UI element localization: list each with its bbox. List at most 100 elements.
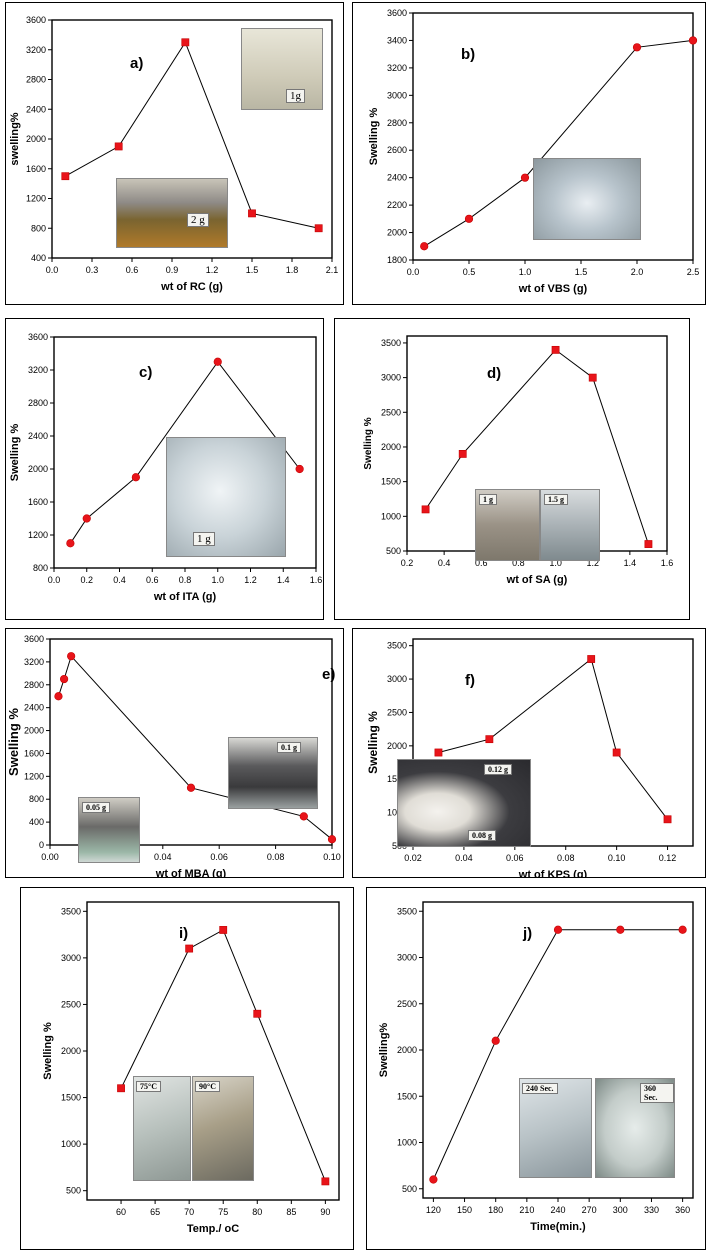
data-point: [491, 1036, 500, 1045]
y-tick-label: 3200: [26, 45, 46, 55]
data-point: [295, 464, 304, 474]
x-tick-label: 360: [675, 1205, 690, 1215]
data-point: [485, 735, 494, 744]
y-tick-label: 0: [39, 840, 44, 850]
x-tick-label: 1.0: [211, 575, 224, 585]
chart-panel-a: 0.0 0.3 0.6 0.9 1.2 1.5 1.8 2.1 400 800 1200 1600 20…: [5, 2, 344, 305]
y-tick-label: 1600: [26, 164, 46, 174]
x-tick-label: 0.02: [404, 853, 422, 863]
chart-panel-j: 120 150 180 210 240 270 300 330 360 500 1000 1500 20…: [366, 887, 706, 1250]
chart-svg: 0.0 0.5 1.0 1.5 2.0 2.5 1800 2000 2200 2400 2600 28…: [368, 8, 699, 295]
chart-svg: 0.0 0.2 0.4 0.6 0.8 1.0 1.2 1.4 1.6 800 1200 1600 20…: [9, 332, 322, 603]
x-tick-label: 0.08: [557, 853, 575, 863]
y-tick-label: 3600: [387, 8, 407, 18]
x-tick-label: 1.5: [575, 267, 588, 277]
y-tick-label: 1500: [381, 477, 401, 487]
chart-panel-c: 0.0 0.2 0.4 0.6 0.8 1.0 1.2 1.4 1.6 800 1200 1600 20…: [5, 318, 324, 620]
x-tick-label: 60: [116, 1207, 126, 1217]
y-axis-label: swelling%: [9, 112, 21, 165]
data-point: [644, 540, 653, 548]
x-tick-label: 80: [252, 1207, 262, 1217]
data-point: [114, 142, 123, 151]
x-tick-label: 180: [488, 1205, 503, 1215]
data-point: [553, 925, 563, 934]
plot-frame: [412, 638, 694, 847]
y-tick-label: 2000: [28, 464, 48, 474]
y-tick-label: 2400: [387, 173, 407, 183]
y-tick-label: 2000: [381, 442, 401, 452]
chart-svg: 120 150 180 210 240 270 300 330 360 500 1000 1500 20…: [378, 901, 694, 1233]
y-tick-label: 1500: [61, 1093, 81, 1103]
photo-label: 240 Sec.: [522, 1083, 558, 1094]
data-point: [248, 209, 256, 218]
y-tick-label: 3000: [61, 953, 81, 963]
y-axis-label: Swelling %: [42, 1022, 54, 1080]
x-tick-label: 0.08: [267, 852, 285, 862]
y-tick-label: 1500: [397, 1091, 417, 1101]
chart-panel-d: 0.2 0.4 0.6 0.8 1.0 1.2 1.4 1.6 500 1000 1500 2000 2…: [334, 318, 690, 620]
plot-frame: [412, 12, 694, 261]
y-axis-label: Swelling %: [363, 417, 374, 469]
y-tick-label: 3500: [387, 641, 407, 651]
sample-photo: 1 g: [475, 489, 540, 561]
x-tick-label: 1.8: [286, 265, 299, 275]
data-point: [663, 815, 672, 824]
x-tick-label: 0.4: [438, 558, 451, 568]
data-point: [632, 43, 642, 52]
data-point: [464, 214, 474, 223]
data-point: [59, 674, 69, 684]
sample-photo: 90°C: [192, 1076, 254, 1181]
data-point: [520, 173, 530, 182]
y-axis-label: Swelling %: [368, 108, 380, 166]
photo-label: 0.1 g: [277, 742, 301, 753]
data-point: [616, 925, 625, 934]
data-point: [213, 357, 222, 366]
sample-photo: 0.1 g: [228, 737, 318, 809]
x-tick-label: 65: [150, 1207, 160, 1217]
chart-panel-f: 0.020.040.060.080.100.125001000150020002…: [352, 628, 706, 878]
y-tick-label: 2800: [26, 75, 46, 85]
y-tick-label: 1800: [387, 255, 407, 265]
data-point: [434, 748, 443, 757]
x-tick-label: 150: [457, 1205, 472, 1215]
y-axis-label: Swelling%: [378, 1023, 390, 1078]
sample-photo: 1.5 g: [540, 489, 600, 561]
x-tick-label: 1.0: [519, 267, 532, 277]
data-point: [219, 926, 228, 934]
y-tick-label: 400: [31, 253, 46, 263]
y-tick-label: 1500: [387, 774, 407, 784]
data-point: [181, 38, 190, 47]
y-tick-label: 3600: [26, 15, 46, 25]
sample-photo: 0.12 g 0.08 g: [397, 759, 531, 847]
panel-label: a): [130, 55, 143, 72]
sample-photo: 75°C: [133, 1076, 191, 1181]
y-tick-label: 2400: [26, 104, 46, 114]
y-tick-label: 2400: [28, 431, 48, 441]
y-tick-label: 2600: [387, 145, 407, 155]
data-point: [186, 783, 196, 792]
y-tick-label: 3500: [381, 338, 401, 348]
data-point: [253, 1009, 262, 1018]
x-tick-label: 0.06: [506, 853, 524, 863]
x-axis-label: wt of ITA (g): [153, 591, 217, 603]
y-tick-label: 800: [29, 794, 44, 804]
y-tick-label: 2500: [381, 407, 401, 417]
x-tick-label: 0.2: [80, 575, 93, 585]
x-axis-label: Time(min.): [530, 1221, 586, 1233]
x-tick-label: 0.00: [41, 852, 59, 862]
x-tick-label: 330: [644, 1205, 659, 1215]
y-tick-label: 2200: [387, 200, 407, 210]
x-axis-label: wt of SA (g): [506, 574, 568, 586]
y-tick-label: 1200: [28, 530, 48, 540]
x-tick-label: 0.2: [401, 558, 414, 568]
y-axis-label: Swelling %: [6, 708, 21, 776]
x-tick-label: 2.1: [326, 265, 339, 275]
photo-label: 2 g: [187, 213, 209, 227]
chart-panel-b: 0.0 0.5 1.0 1.5 2.0 2.5 1800 2000 2200 2400 2600 28…: [352, 2, 706, 305]
y-tick-label: 2500: [61, 999, 81, 1009]
photo-label: 0.05 g: [82, 802, 110, 813]
data-point: [551, 345, 560, 354]
data-point: [314, 224, 323, 233]
x-tick-label: 300: [613, 1205, 628, 1215]
x-tick-label: 0.04: [154, 852, 172, 862]
